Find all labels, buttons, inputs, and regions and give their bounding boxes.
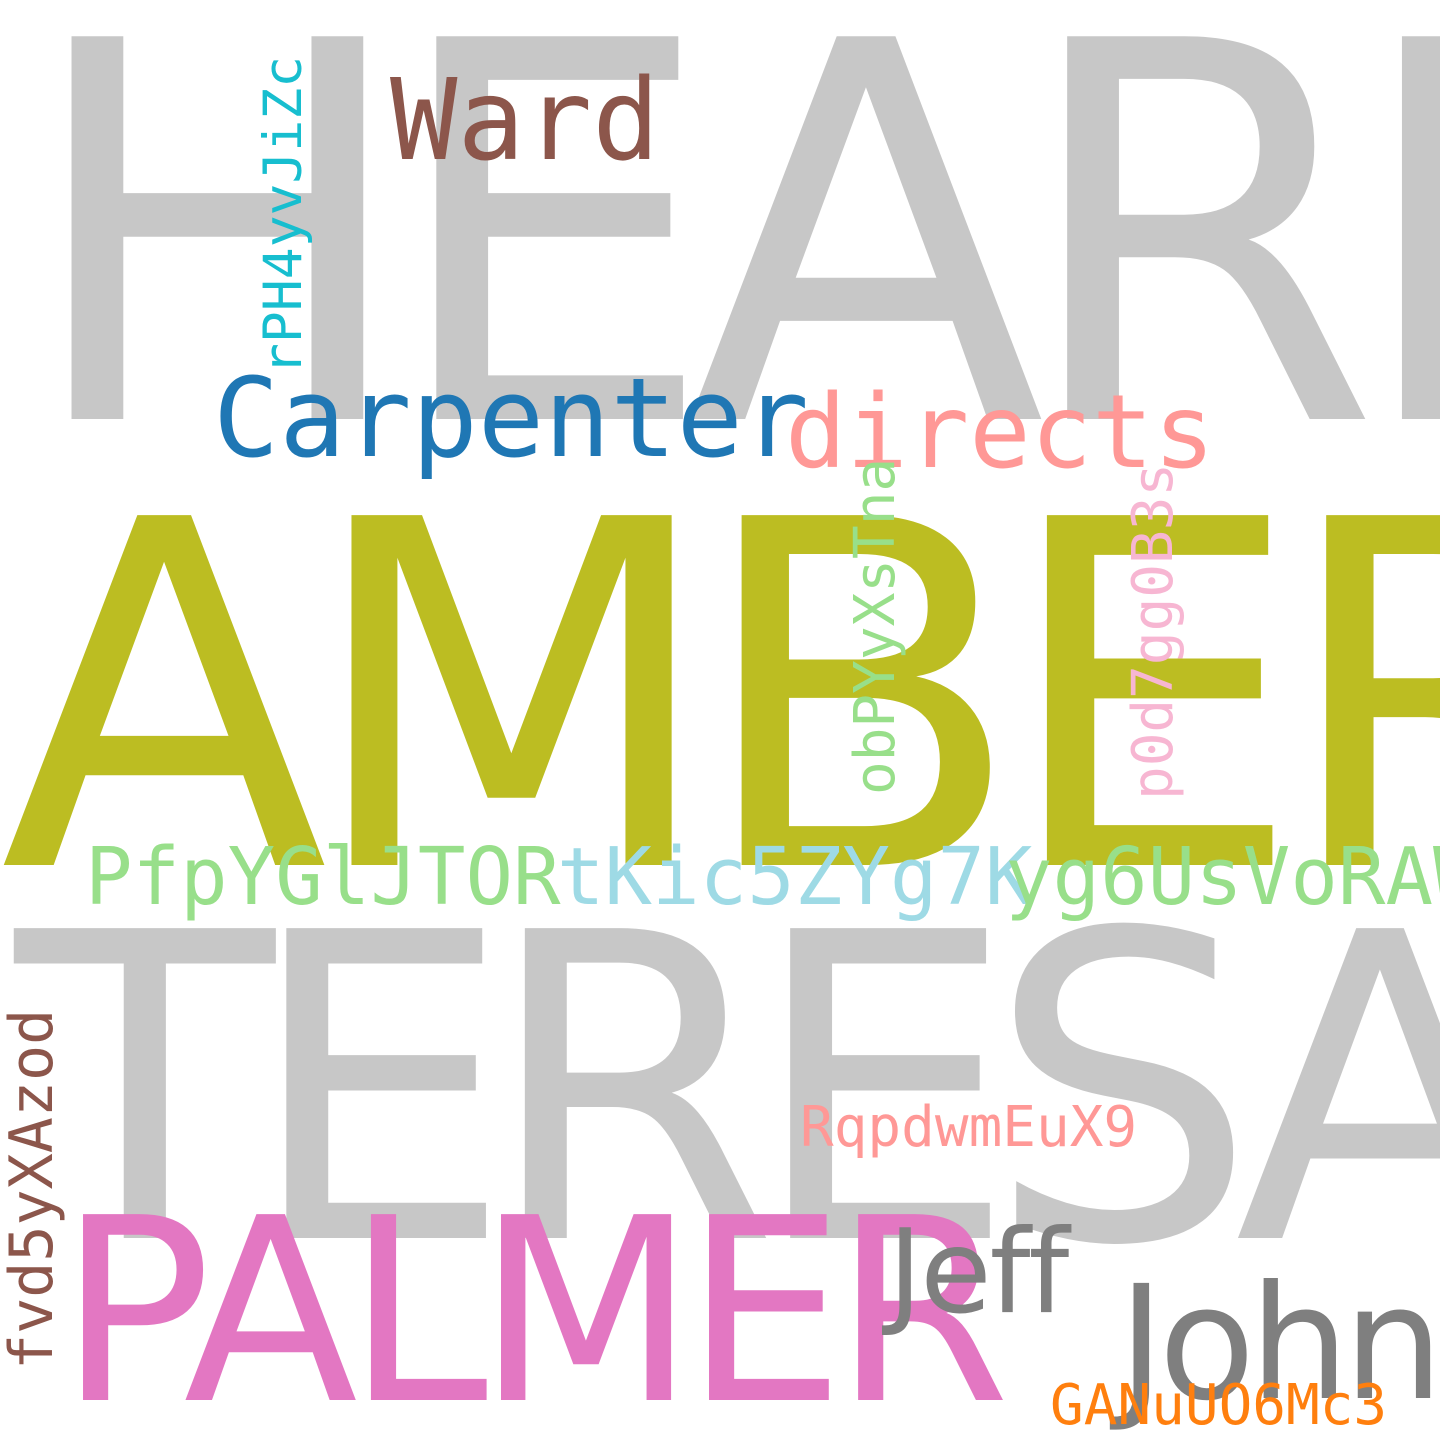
- word-directs: directs: [785, 373, 1215, 492]
- word-john: John: [1118, 1252, 1440, 1436]
- word-ward: Ward: [390, 56, 660, 186]
- word-fvd5yxazod: fvd5yXAzod: [0, 1008, 67, 1370]
- word-heard: HEARD: [20, 0, 1440, 543]
- word-yg6usvoraw: yg6UsVoRAW: [1005, 831, 1440, 923]
- word-amber: AMBER: [0, 420, 1440, 979]
- word-rqpdwmeux9: RqpdwmEuX9: [800, 1095, 1138, 1160]
- word-teresa: TERESA: [15, 845, 1440, 1339]
- word-palmer: PALMER: [58, 1164, 1010, 1440]
- word-ganuuo6mc3: GANuUO6Mc3: [1050, 1373, 1388, 1438]
- word-rph4yvjizc: rPH4yvJiZc: [253, 55, 314, 375]
- word-tkic5zyg7k: tKic5ZYg7K: [557, 831, 1033, 923]
- word-pfpygljtor: PfpYGlJTOR: [85, 831, 561, 923]
- word-obpyyxstna: obPYyXsTna: [843, 457, 908, 795]
- word-p0d7gg0b3s: p0d7gg0B3s: [1121, 462, 1186, 800]
- word-carpenter: Carpenter: [213, 354, 810, 482]
- word-jeff: Jeff: [888, 1205, 1069, 1340]
